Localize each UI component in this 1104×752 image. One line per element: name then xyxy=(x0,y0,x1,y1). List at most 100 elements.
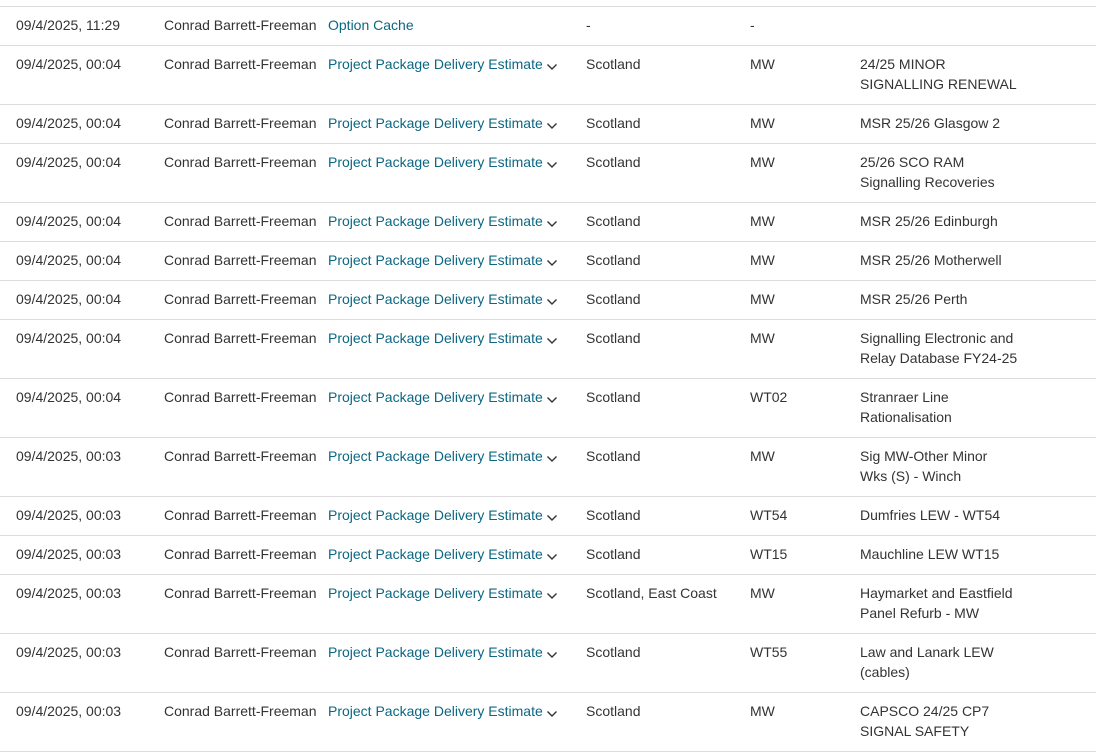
chevron-down-icon[interactable] xyxy=(546,450,558,462)
type-link[interactable]: Project Package Delivery Estimate xyxy=(328,213,543,229)
user-text: Conrad Barrett-Freeman xyxy=(164,703,317,719)
project-text: CAPSCO 24/25 CP7 SIGNAL SAFETY xyxy=(860,703,990,739)
code-cell: MW xyxy=(750,692,860,752)
user-cell: Conrad Barrett-Freeman xyxy=(164,574,328,634)
date-cell: 09/4/2025, 11:29 xyxy=(0,6,164,46)
chevron-down-icon[interactable] xyxy=(546,587,558,599)
project-cell xyxy=(860,6,1096,46)
date-cell: 09/4/2025, 00:03 xyxy=(0,574,164,634)
region-cell: Scotland, East Coast xyxy=(586,574,750,634)
type-link[interactable]: Project Package Delivery Estimate xyxy=(328,703,543,719)
code-text: MW xyxy=(750,448,775,464)
project-text: Dumfries LEW - WT54 xyxy=(860,507,1001,523)
user-cell: Conrad Barrett-Freeman xyxy=(164,280,328,320)
date-text: 09/4/2025, 00:04 xyxy=(16,213,122,229)
chevron-down-icon[interactable] xyxy=(546,332,558,344)
date-text: 09/4/2025, 00:04 xyxy=(16,115,122,131)
project-text: Haymarket and Eastfield Panel Refurb - M… xyxy=(860,585,1013,621)
code-cell: - xyxy=(750,6,860,46)
type-link[interactable]: Project Package Delivery Estimate xyxy=(328,585,543,601)
date-text: 09/4/2025, 00:04 xyxy=(16,291,122,307)
date-cell: 09/4/2025, 00:03 xyxy=(0,496,164,536)
date-cell: 09/4/2025, 00:04 xyxy=(0,45,164,105)
type-link[interactable]: Project Package Delivery Estimate xyxy=(328,389,543,405)
type-link[interactable]: Project Package Delivery Estimate xyxy=(328,330,543,346)
region-cell: Scotland xyxy=(586,633,750,693)
code-cell: MW xyxy=(750,104,860,144)
code-text: MW xyxy=(750,291,775,307)
code-text: MW xyxy=(750,115,775,131)
code-cell: MW xyxy=(750,241,860,281)
code-text: - xyxy=(750,17,755,33)
code-cell: MW xyxy=(750,319,860,379)
chevron-down-icon[interactable] xyxy=(546,215,558,227)
user-text: Conrad Barrett-Freeman xyxy=(164,56,317,72)
chevron-down-icon[interactable] xyxy=(546,705,558,717)
region-cell: Scotland xyxy=(586,535,750,575)
user-cell: Conrad Barrett-Freeman xyxy=(164,104,328,144)
code-text: WT15 xyxy=(750,546,788,562)
chevron-down-icon[interactable] xyxy=(546,391,558,403)
date-text: 09/4/2025, 00:03 xyxy=(16,546,122,562)
project-text: MSR 25/26 Glasgow 2 xyxy=(860,115,1001,131)
project-cell: Signalling Electronic and Relay Database… xyxy=(860,319,1096,379)
code-text: MW xyxy=(750,154,775,170)
chevron-down-icon[interactable] xyxy=(546,548,558,560)
date-cell: 09/4/2025, 00:04 xyxy=(0,104,164,144)
table-row: 09/4/2025, 00:04 Conrad Barrett-Freeman Pr… xyxy=(0,143,1096,203)
region-text: Scotland xyxy=(586,252,641,268)
user-text: Conrad Barrett-Freeman xyxy=(164,154,317,170)
region-cell: Scotland xyxy=(586,496,750,536)
date-text: 09/4/2025, 00:04 xyxy=(16,389,122,405)
project-text: Stranraer Line Rationalisation xyxy=(860,389,952,425)
date-cell: 09/4/2025, 00:04 xyxy=(0,378,164,438)
user-cell: Conrad Barrett-Freeman xyxy=(164,241,328,281)
chevron-down-icon[interactable] xyxy=(546,509,558,521)
type-link[interactable]: Project Package Delivery Estimate xyxy=(328,252,543,268)
project-text: Signalling Electronic and Relay Database… xyxy=(860,330,1018,366)
type-link[interactable]: Project Package Delivery Estimate xyxy=(328,291,543,307)
date-text: 09/4/2025, 11:29 xyxy=(16,17,121,33)
table-row: 09/4/2025, 00:03 Conrad Barrett-Freeman Pr… xyxy=(0,437,1096,497)
type-cell: Project Package Delivery Estimate xyxy=(328,535,586,575)
user-text: Conrad Barrett-Freeman xyxy=(164,291,317,307)
region-cell: Scotland xyxy=(586,45,750,105)
chevron-down-icon[interactable] xyxy=(546,293,558,305)
chevron-down-icon[interactable] xyxy=(546,58,558,70)
table-row: 09/4/2025, 00:04 Conrad Barrett-Freeman Pr… xyxy=(0,45,1096,105)
code-text: WT54 xyxy=(750,507,788,523)
region-text: Scotland xyxy=(586,154,641,170)
region-text: Scotland xyxy=(586,546,641,562)
user-text: Conrad Barrett-Freeman xyxy=(164,546,317,562)
type-link[interactable]: Option Cache xyxy=(328,17,414,33)
region-cell: Scotland xyxy=(586,378,750,438)
type-link[interactable]: Project Package Delivery Estimate xyxy=(328,546,543,562)
chevron-down-icon[interactable] xyxy=(546,117,558,129)
type-cell: Project Package Delivery Estimate xyxy=(328,104,586,144)
table-row: 09/4/2025, 00:03 Conrad Barrett-Freeman Pr… xyxy=(0,574,1096,634)
date-text: 09/4/2025, 00:04 xyxy=(16,56,122,72)
code-cell: MW xyxy=(750,202,860,242)
date-cell: 09/4/2025, 00:03 xyxy=(0,692,164,752)
type-link[interactable]: Project Package Delivery Estimate xyxy=(328,56,543,72)
user-text: Conrad Barrett-Freeman xyxy=(164,389,317,405)
user-cell: Conrad Barrett-Freeman xyxy=(164,437,328,497)
table-row: 09/4/2025, 00:04 Conrad Barrett-Freeman Pr… xyxy=(0,104,1096,144)
chevron-down-icon[interactable] xyxy=(546,646,558,658)
project-cell: Haymarket and Eastfield Panel Refurb - M… xyxy=(860,574,1096,634)
code-cell: WT15 xyxy=(750,535,860,575)
user-cell: Conrad Barrett-Freeman xyxy=(164,633,328,693)
user-cell: Conrad Barrett-Freeman xyxy=(164,202,328,242)
date-text: 09/4/2025, 00:04 xyxy=(16,154,122,170)
user-text: Conrad Barrett-Freeman xyxy=(164,330,317,346)
chevron-down-icon[interactable] xyxy=(546,156,558,168)
chevron-down-icon[interactable] xyxy=(546,254,558,266)
region-text: Scotland xyxy=(586,213,641,229)
type-link[interactable]: Project Package Delivery Estimate xyxy=(328,448,543,464)
code-text: WT02 xyxy=(750,389,788,405)
type-link[interactable]: Project Package Delivery Estimate xyxy=(328,507,543,523)
type-cell: Project Package Delivery Estimate xyxy=(328,437,586,497)
type-link[interactable]: Project Package Delivery Estimate xyxy=(328,115,543,131)
type-link[interactable]: Project Package Delivery Estimate xyxy=(328,644,543,660)
type-link[interactable]: Project Package Delivery Estimate xyxy=(328,154,543,170)
